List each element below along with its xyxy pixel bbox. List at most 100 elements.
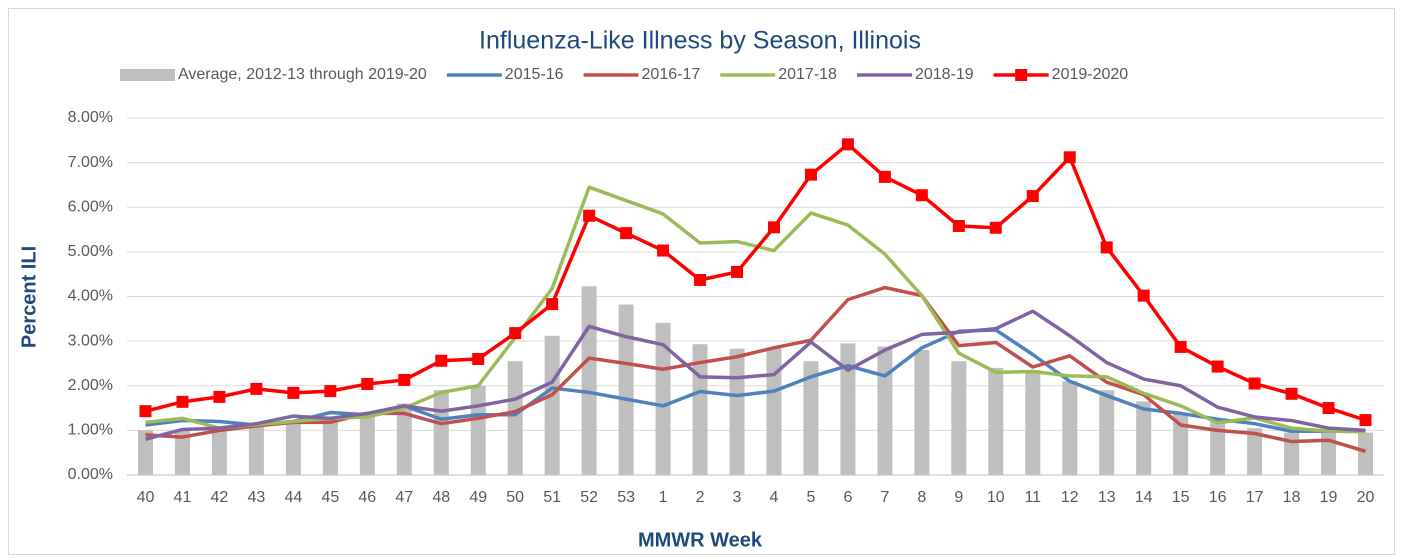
bar bbox=[544, 335, 560, 475]
marker bbox=[767, 221, 780, 234]
bar bbox=[729, 348, 745, 475]
marker bbox=[287, 386, 300, 399]
bar bbox=[581, 286, 597, 475]
bar bbox=[285, 423, 301, 475]
bar bbox=[248, 425, 264, 475]
marker bbox=[398, 373, 411, 386]
legend-swatch bbox=[120, 69, 175, 81]
line bbox=[145, 309, 1366, 441]
marker bbox=[657, 244, 670, 257]
x-tick-label: 45 bbox=[321, 489, 339, 506]
bar bbox=[470, 385, 486, 475]
marker bbox=[1026, 190, 1039, 203]
bar bbox=[1136, 401, 1152, 475]
marker bbox=[1285, 387, 1298, 400]
marker bbox=[435, 354, 448, 367]
bar bbox=[1025, 370, 1041, 475]
x-tick-label: 8 bbox=[917, 489, 926, 506]
bar bbox=[766, 347, 782, 475]
x-tick-label: 20 bbox=[1357, 489, 1375, 506]
x-tick-label: 13 bbox=[1098, 489, 1116, 506]
marker bbox=[1359, 414, 1372, 427]
x-tick-label: 18 bbox=[1283, 489, 1301, 506]
marker bbox=[989, 221, 1002, 234]
bar bbox=[322, 416, 338, 475]
x-tick-label: 52 bbox=[580, 489, 598, 506]
x-tick-label: 44 bbox=[284, 489, 302, 506]
marker bbox=[250, 382, 263, 395]
x-tick-label: 14 bbox=[1135, 489, 1153, 506]
x-axis-title: MMWR Week bbox=[638, 529, 763, 551]
legend-marker bbox=[1015, 69, 1028, 81]
x-tick-label: 1 bbox=[659, 489, 668, 506]
marker bbox=[546, 298, 559, 311]
bar bbox=[1210, 421, 1226, 475]
bar bbox=[1247, 428, 1263, 475]
bar bbox=[1321, 432, 1337, 475]
marker bbox=[583, 209, 596, 222]
marker bbox=[1174, 340, 1187, 353]
marker bbox=[176, 395, 189, 408]
bar bbox=[803, 361, 819, 475]
bar bbox=[1358, 432, 1374, 475]
marker bbox=[361, 377, 374, 390]
marker bbox=[804, 168, 817, 181]
x-tick-label: 47 bbox=[395, 489, 413, 506]
x-tick-label: 7 bbox=[880, 489, 889, 506]
bar bbox=[359, 416, 375, 475]
x-tick-label: 42 bbox=[211, 489, 229, 506]
x-tick-label: 48 bbox=[432, 489, 450, 506]
bar bbox=[396, 403, 412, 475]
x-tick-label: 3 bbox=[733, 489, 742, 506]
marker bbox=[1211, 360, 1224, 373]
marker bbox=[731, 265, 744, 278]
x-tick-label: 50 bbox=[506, 489, 524, 506]
legend-label: Average, 2012-13 through 2019-20 bbox=[178, 66, 427, 83]
marker bbox=[878, 170, 891, 183]
chart-title: Influenza-Like Illness by Season, Illino… bbox=[479, 27, 921, 55]
marker bbox=[1248, 377, 1261, 390]
x-tick-label: 15 bbox=[1172, 489, 1190, 506]
bar bbox=[988, 367, 1004, 475]
x-tick-label: 19 bbox=[1320, 489, 1338, 506]
y-tick-label: 0.00% bbox=[68, 466, 113, 483]
bar bbox=[507, 361, 523, 475]
y-tick-label: 5.00% bbox=[68, 243, 113, 260]
x-tick-label: 46 bbox=[358, 489, 376, 506]
marker bbox=[213, 390, 226, 403]
y-axis-title: Percent ILI bbox=[18, 246, 40, 348]
x-tick-label: 2 bbox=[696, 489, 705, 506]
y-tick-label: 7.00% bbox=[68, 154, 113, 171]
marker bbox=[694, 273, 707, 286]
marker bbox=[952, 219, 965, 232]
bar bbox=[877, 346, 893, 475]
bar bbox=[618, 304, 634, 475]
line bbox=[145, 185, 1366, 434]
marker bbox=[1322, 402, 1335, 415]
x-tick-label: 51 bbox=[543, 489, 561, 506]
y-tick-label: 3.00% bbox=[68, 332, 113, 349]
x-tick-label: 5 bbox=[807, 489, 816, 506]
bar bbox=[840, 343, 856, 475]
x-tick-label: 49 bbox=[469, 489, 487, 506]
y-tick-label: 1.00% bbox=[68, 422, 113, 439]
marker bbox=[915, 189, 928, 202]
y-tick-label: 2.00% bbox=[68, 377, 113, 394]
legend-label: 2015-16 bbox=[505, 66, 564, 83]
bar bbox=[1284, 432, 1300, 475]
marker bbox=[620, 227, 633, 240]
legend-label: 2018-19 bbox=[915, 66, 974, 83]
marker bbox=[472, 352, 485, 365]
marker bbox=[509, 327, 522, 340]
bar bbox=[1062, 381, 1078, 475]
bar bbox=[951, 361, 967, 475]
marker bbox=[1137, 289, 1150, 302]
legend-label: 2019-2020 bbox=[1052, 66, 1129, 83]
x-tick-label: 4 bbox=[770, 489, 779, 506]
bar bbox=[1099, 390, 1115, 475]
x-tick-label: 17 bbox=[1246, 489, 1264, 506]
x-tick-label: 10 bbox=[987, 489, 1005, 506]
bar bbox=[137, 430, 153, 475]
